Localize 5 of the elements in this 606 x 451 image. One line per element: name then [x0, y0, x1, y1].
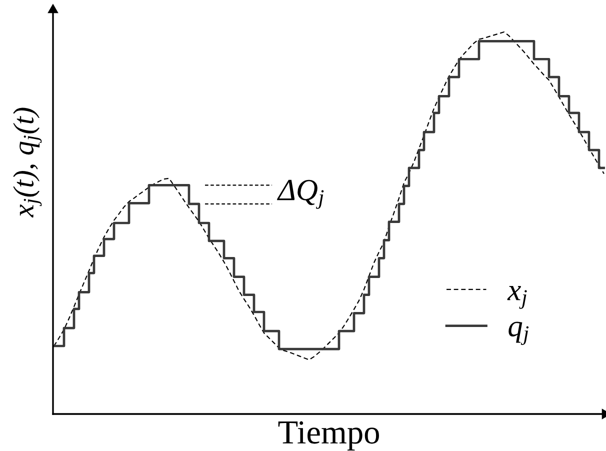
- x-axis-title: Tiempo: [278, 421, 379, 450]
- annotation: ΔQ$_{j}$: [276, 180, 324, 209]
- y-axis-title: x$_{j}$(t), q$_{j}$(t): [13, 108, 42, 218]
- legend-label: q$_{j}$: [508, 322, 529, 345]
- legend-label: x$_{j}$: [507, 286, 527, 309]
